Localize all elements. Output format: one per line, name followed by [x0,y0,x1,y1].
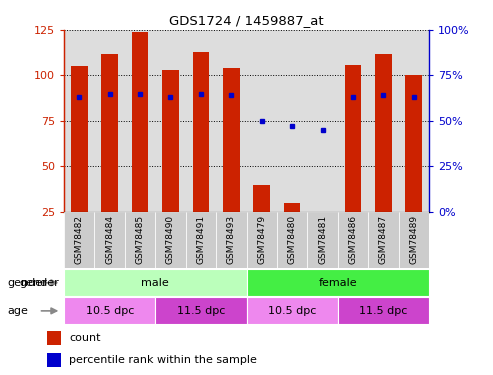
Bar [155,297,246,324]
Bar [186,212,216,268]
Text: 10.5 dpc: 10.5 dpc [268,306,317,316]
Bar [246,212,277,268]
Text: GSM78485: GSM78485 [136,214,144,264]
Bar [95,212,125,268]
Bar [64,269,246,296]
Text: GSM78493: GSM78493 [227,214,236,264]
Text: GSM78487: GSM78487 [379,214,388,264]
Bar [64,297,155,324]
Bar [246,269,429,296]
Text: age: age [7,306,28,316]
Bar [246,297,338,324]
Bar [307,212,338,268]
Bar [338,212,368,268]
Text: female: female [318,278,357,288]
Bar [102,54,118,212]
Bar [345,64,361,212]
Text: GSM78489: GSM78489 [409,214,418,264]
Bar [47,353,61,367]
Bar [162,70,179,212]
Text: GSM78490: GSM78490 [166,214,175,264]
Bar [338,297,429,324]
Bar [193,52,209,212]
Bar [216,212,246,268]
Text: gender: gender [19,278,59,288]
Title: GDS1724 / 1459887_at: GDS1724 / 1459887_at [169,15,324,27]
Bar [398,212,429,268]
Bar [253,184,270,212]
Text: GSM78491: GSM78491 [196,214,206,264]
Text: 11.5 dpc: 11.5 dpc [176,306,225,316]
Text: GSM78484: GSM78484 [105,214,114,264]
Text: GSM78480: GSM78480 [287,214,297,264]
Text: 11.5 dpc: 11.5 dpc [359,306,408,316]
Text: gender: gender [7,278,47,288]
Bar [277,212,307,268]
Bar [284,203,300,212]
Bar [125,212,155,268]
Text: GSM78481: GSM78481 [318,214,327,264]
Bar [71,66,88,212]
Bar [314,212,331,216]
Text: count: count [69,333,101,343]
Bar [155,212,186,268]
Text: GSM78482: GSM78482 [75,214,84,264]
Text: 10.5 dpc: 10.5 dpc [85,306,134,316]
Bar [375,54,391,212]
Bar [132,32,148,212]
Text: GSM78486: GSM78486 [349,214,357,264]
Text: male: male [141,278,169,288]
Text: GSM78479: GSM78479 [257,214,266,264]
Bar [64,212,95,268]
Bar [405,75,422,212]
Text: percentile rank within the sample: percentile rank within the sample [69,355,257,365]
Bar [223,68,240,212]
Bar [47,331,61,345]
Bar [368,212,398,268]
